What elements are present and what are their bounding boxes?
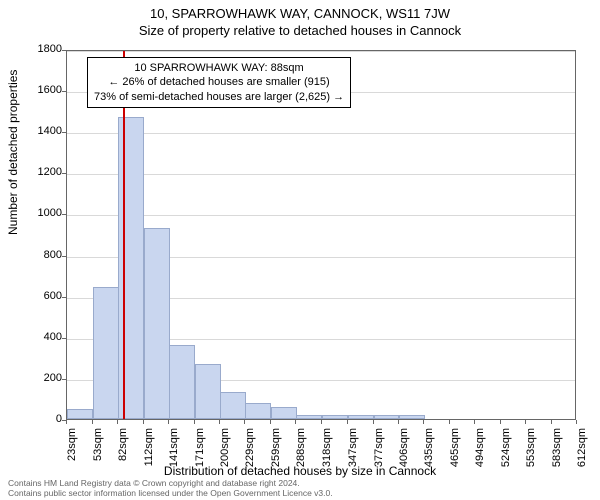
histogram-bar (195, 364, 221, 420)
x-tick-label: 524sqm (500, 428, 512, 468)
x-tick-mark (219, 420, 220, 424)
histogram-bar (348, 415, 374, 419)
x-tick-mark (423, 420, 424, 424)
histogram-bar (144, 228, 170, 419)
x-tick-mark (500, 420, 501, 424)
y-axis-label: Number of detached properties (6, 70, 20, 235)
x-tick-mark (373, 420, 374, 424)
y-tick-mark (62, 91, 66, 92)
x-tick-label: 318sqm (321, 428, 333, 468)
x-tick-label: 553sqm (525, 428, 537, 468)
x-tick-mark (449, 420, 450, 424)
x-tick-label: 494sqm (474, 428, 486, 468)
histogram-bar (399, 415, 425, 419)
y-tick-label: 1800 (22, 43, 62, 55)
x-tick-mark (576, 420, 577, 424)
x-tick-mark (92, 420, 93, 424)
x-tick-label: 465sqm (449, 428, 461, 468)
y-tick-label: 800 (22, 249, 62, 261)
chart-plot-area: 10 SPARROWHAWK WAY: 88sqm← 26% of detach… (66, 50, 576, 420)
y-tick-label: 0 (22, 413, 62, 425)
x-tick-label: 435sqm (423, 428, 435, 468)
annotation-line: 10 SPARROWHAWK WAY: 88sqm (94, 61, 344, 75)
y-tick-mark (62, 214, 66, 215)
histogram-bar (296, 415, 322, 419)
x-tick-mark (295, 420, 296, 424)
x-tick-label: 259sqm (270, 428, 282, 468)
x-tick-label: 141sqm (168, 428, 180, 468)
y-tick-mark (62, 50, 66, 51)
x-tick-mark (66, 420, 67, 424)
y-tick-label: 1000 (22, 207, 62, 219)
histogram-bar (67, 409, 93, 419)
x-tick-mark (168, 420, 169, 424)
x-tick-mark (398, 420, 399, 424)
x-tick-label: 200sqm (219, 428, 231, 468)
x-tick-label: 612sqm (576, 428, 588, 468)
x-tick-label: 583sqm (551, 428, 563, 468)
page-title: 10, SPARROWHAWK WAY, CANNOCK, WS11 7JW (0, 0, 600, 21)
annotation-line: ← 26% of detached houses are smaller (91… (94, 75, 344, 89)
x-tick-label: 229sqm (244, 428, 256, 468)
histogram-bar (271, 407, 297, 419)
footer-line: Contains public sector information licen… (8, 488, 333, 498)
histogram-bar (93, 287, 119, 419)
y-tick-label: 400 (22, 331, 62, 343)
x-tick-mark (270, 420, 271, 424)
histogram-bar (322, 415, 348, 419)
annotation-line: 73% of semi-detached houses are larger (… (94, 90, 344, 104)
page-subtitle: Size of property relative to detached ho… (0, 21, 600, 38)
x-tick-mark (117, 420, 118, 424)
y-tick-label: 200 (22, 372, 62, 384)
x-tick-mark (194, 420, 195, 424)
x-tick-label: 171sqm (194, 428, 206, 468)
y-tick-label: 1200 (22, 166, 62, 178)
y-tick-label: 600 (22, 290, 62, 302)
histogram-bar (169, 345, 195, 419)
x-tick-mark (347, 420, 348, 424)
x-tick-label: 377sqm (373, 428, 385, 468)
y-tick-mark (62, 338, 66, 339)
y-tick-mark (62, 256, 66, 257)
x-tick-label: 347sqm (347, 428, 359, 468)
x-tick-label: 23sqm (66, 428, 78, 468)
footer-line: Contains HM Land Registry data © Crown c… (8, 478, 333, 488)
x-tick-label: 53sqm (92, 428, 104, 468)
y-tick-mark (62, 379, 66, 380)
y-tick-mark (62, 173, 66, 174)
x-axis-label: Distribution of detached houses by size … (0, 464, 600, 478)
histogram-bar (245, 403, 271, 419)
x-tick-mark (321, 420, 322, 424)
x-tick-label: 406sqm (398, 428, 410, 468)
y-tick-label: 1600 (22, 84, 62, 96)
x-tick-label: 82sqm (117, 428, 129, 468)
x-tick-mark (244, 420, 245, 424)
y-tick-mark (62, 297, 66, 298)
x-tick-mark (474, 420, 475, 424)
histogram-bar (220, 392, 246, 419)
x-tick-mark (551, 420, 552, 424)
y-tick-mark (62, 132, 66, 133)
x-tick-label: 288sqm (295, 428, 307, 468)
y-tick-label: 1400 (22, 125, 62, 137)
x-tick-label: 112sqm (143, 428, 155, 468)
histogram-bar (374, 415, 400, 419)
gridline (67, 51, 575, 52)
histogram-bar (118, 117, 144, 419)
attribution-footer: Contains HM Land Registry data © Crown c… (8, 478, 333, 498)
x-tick-mark (525, 420, 526, 424)
annotation-box: 10 SPARROWHAWK WAY: 88sqm← 26% of detach… (87, 57, 351, 108)
x-tick-mark (143, 420, 144, 424)
